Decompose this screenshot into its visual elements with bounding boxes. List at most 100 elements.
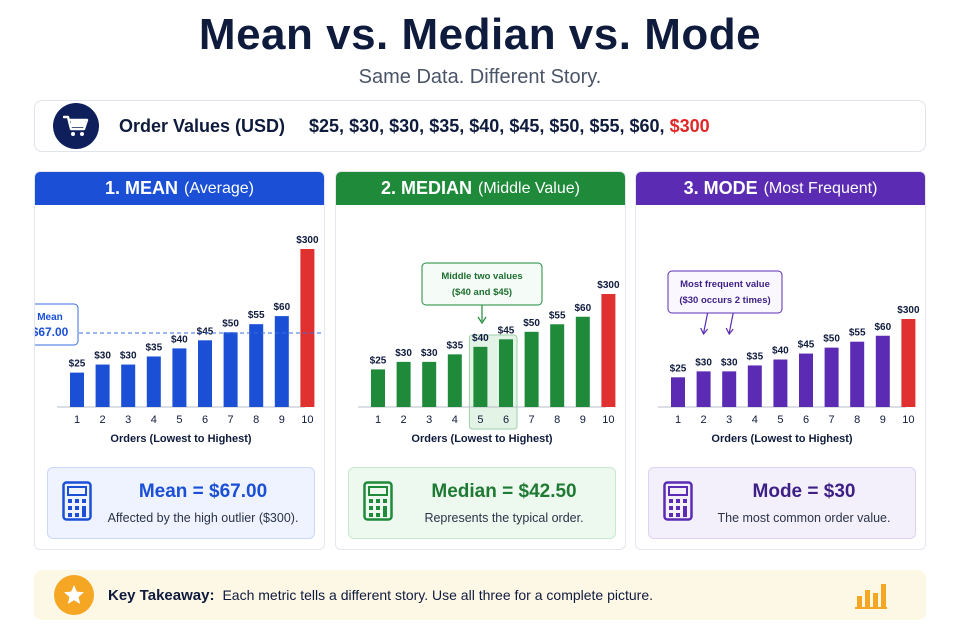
bar (223, 332, 238, 407)
bar (722, 371, 737, 407)
bar (696, 371, 711, 407)
bar (70, 372, 84, 407)
mean-result-box: Mean = $67.00 Affected by the high outli… (47, 467, 315, 539)
median-callout-line: ($40 and $45) (452, 287, 512, 298)
bar (499, 339, 513, 407)
page-title: Mean vs. Median vs. Mode (198, 10, 762, 59)
x-tick-label: 8 (253, 414, 259, 426)
bar (671, 377, 685, 407)
data-label: $40 (772, 346, 789, 357)
x-tick-label: 7 (829, 414, 835, 426)
mean-result-value: Mean = $67.00 (138, 481, 268, 502)
data-label: $45 (798, 340, 815, 351)
data-label: $50 (523, 318, 540, 329)
x-tick-label: 3 (125, 414, 131, 426)
bar (524, 331, 539, 407)
panel-subtitle: (Most Frequent) (763, 179, 878, 197)
x-tick-label: 1 (375, 414, 381, 426)
x-tick-label: 10 (602, 414, 614, 426)
mode-callout-line: ($30 occurs 2 times) (679, 295, 770, 306)
mode-callout-arrowhead (700, 327, 709, 336)
x-tick-label: 3 (426, 414, 432, 426)
bar (575, 316, 590, 407)
bar (875, 335, 890, 407)
bar (747, 365, 762, 407)
x-tick-label: 4 (752, 414, 758, 426)
panel-title: 2. MEDIAN (381, 178, 473, 198)
mode-panel-header: 3. MODE (Most Frequent) (636, 172, 925, 205)
panel-title: 1. MEAN (105, 178, 179, 198)
x-axis-title: Orders (Lowest to Highest) (711, 433, 853, 445)
mode-result-value: Mode = $30 (752, 481, 856, 502)
panel-subtitle: (Average) (184, 179, 254, 197)
bar (249, 324, 264, 407)
data-label: $30 (120, 351, 137, 362)
x-tick-label: 5 (477, 414, 483, 426)
data-label: $35 (746, 351, 763, 362)
order-values-box: Order Values (USD) $25, $30, $30, $35, $… (34, 100, 926, 152)
data-label: $25 (370, 355, 387, 366)
bar (901, 319, 916, 407)
data-label: $55 (849, 328, 866, 339)
bar (773, 359, 788, 407)
bar (550, 324, 565, 407)
bar (121, 364, 136, 407)
bar (172, 348, 187, 407)
x-tick-label: 9 (880, 414, 886, 426)
x-tick-label: 5 (777, 414, 783, 426)
x-tick-label: 8 (554, 414, 560, 426)
x-tick-label: 2 (401, 414, 407, 426)
data-label: $55 (549, 310, 566, 321)
x-tick-label: 6 (503, 414, 509, 426)
calculator-icon (663, 480, 693, 526)
order-value: $50, (549, 115, 585, 136)
median-result-box: Median = $42.50 Represents the typical o… (348, 467, 616, 539)
median-result-note: Represents the typical order. (424, 511, 584, 525)
data-label: $300 (296, 235, 319, 246)
x-axis-title: Orders (Lowest to Highest) (110, 433, 252, 445)
mode-result-box: Mode = $30 The most common order value. (648, 467, 916, 539)
mode-callout-arrowhead (725, 327, 734, 336)
panel-subtitle: (Middle Value) (478, 179, 580, 197)
order-values-list: $25, $30, $30, $35, $40, $45, $50, $55, … (309, 116, 710, 137)
data-label: $25 (670, 363, 687, 374)
order-value: $25, (309, 115, 345, 136)
mode-callout-arrow (728, 312, 734, 334)
data-label: $30 (421, 348, 438, 359)
data-label: $50 (823, 334, 840, 345)
mean-bar-chart: $25 1 $30 2 $30 3 $35 4 $40 5 $45 6 $50 7 $55 8 $60 9 $300… (35, 235, 322, 445)
order-value: $40, (469, 115, 505, 136)
data-label: $60 (874, 322, 891, 333)
order-value-outlier: $300 (669, 115, 710, 136)
x-tick-label: 10 (902, 414, 914, 426)
order-value: $30, (389, 115, 425, 136)
bar (850, 341, 865, 407)
median-panel: 2. MEDIAN (Middle Value) $25 1 $30 2 $30 3 $35… (335, 171, 626, 550)
x-tick-label: 4 (452, 414, 458, 426)
bar (799, 353, 813, 407)
takeaway-label: Key Takeaway: (108, 586, 215, 604)
key-takeaway-banner: Key Takeaway: Each metric tells a differ… (34, 570, 926, 620)
x-tick-label: 7 (228, 414, 234, 426)
takeaway-text: Each metric tells a different story. Use… (222, 587, 654, 603)
x-tick-label: 10 (301, 414, 313, 426)
x-tick-label: 1 (675, 414, 681, 426)
order-value: $55, (589, 115, 625, 136)
median-callout-arrowhead (477, 316, 487, 325)
data-label: $45 (197, 326, 214, 337)
bar (146, 356, 161, 407)
bar (95, 364, 110, 407)
mean-result-note: Affected by the high outlier ($300). (107, 511, 299, 525)
x-tick-label: 4 (151, 414, 157, 426)
order-value: $35, (429, 115, 465, 136)
data-label: $30 (721, 357, 738, 368)
bar (824, 347, 839, 407)
x-axis-title: Orders (Lowest to Highest) (411, 433, 553, 445)
order-value: $45, (509, 115, 545, 136)
median-result-value: Median = $42.50 (431, 481, 577, 502)
median-panel-header: 2. MEDIAN (Middle Value) (336, 172, 625, 205)
x-tick-label: 9 (580, 414, 586, 426)
x-tick-label: 3 (726, 414, 732, 426)
data-label: $300 (897, 305, 920, 316)
mode-bar-chart: $25 1 $30 2 $30 3 $35 4 $40 5 $45 6 $50 7 $55 8 $60 9 $300… (658, 270, 920, 445)
